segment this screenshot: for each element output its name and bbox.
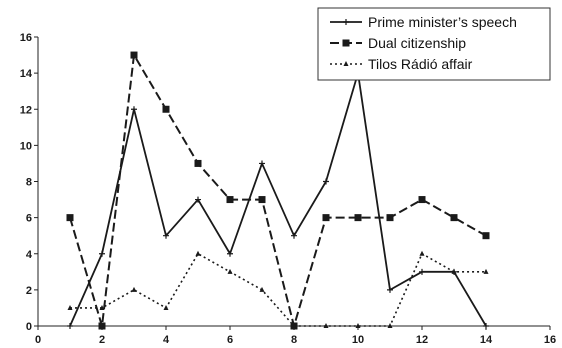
data-point: [194, 159, 202, 167]
series-line: [69, 54, 487, 327]
data-point: [354, 214, 362, 222]
series-2: [66, 51, 490, 330]
data-point: [387, 286, 393, 293]
x-tick-label: 0: [35, 334, 41, 346]
data-point: [131, 106, 137, 113]
legend-swatch-marker: [343, 19, 349, 25]
data-point: [195, 196, 201, 203]
series-3: [67, 250, 489, 328]
data-point: [291, 323, 297, 328]
data-point: [163, 304, 169, 310]
data-point: [419, 268, 425, 275]
data-point: [323, 178, 329, 185]
data-point: [227, 268, 233, 274]
data-point: [482, 232, 490, 240]
x-tick-label: 6: [227, 334, 233, 346]
x-tick-label: 10: [352, 334, 364, 346]
data-point: [131, 286, 137, 292]
y-tick-label: 0: [26, 321, 32, 333]
legend-entry: Tilos Rádió affair: [368, 56, 473, 72]
data-point: [162, 105, 170, 113]
y-tick-label: 6: [26, 213, 32, 225]
data-point: [67, 304, 73, 310]
data-point: [98, 322, 106, 330]
x-tick-label: 8: [291, 334, 297, 346]
data-point: [483, 323, 489, 329]
x-tick-label: 4: [163, 334, 170, 346]
axes: 0 2 4 6 8 10 12 14 16 0 2 4 6 8 10 12 14 16: [20, 32, 556, 346]
data-point: [483, 268, 489, 274]
legend-entry: Dual citizenship: [368, 35, 466, 51]
data-point: [322, 214, 330, 222]
data-point: [387, 323, 393, 328]
data-point: [226, 196, 234, 204]
data-point: [291, 232, 297, 239]
data-point: [323, 323, 329, 328]
series-line: [70, 252, 486, 327]
y-tick-label: 16: [20, 32, 32, 44]
legend-entry: Prime minister’s speech: [368, 14, 517, 30]
y-tick-label: 4: [26, 249, 33, 261]
data-point: [227, 250, 233, 257]
x-tick-label: 16: [544, 334, 556, 346]
data-point: [163, 232, 169, 239]
data-point: [259, 286, 265, 292]
y-tick-label: 14: [20, 68, 33, 80]
data-point: [419, 250, 425, 256]
series-lines: [66, 51, 490, 330]
legend-swatch-marker: [343, 61, 349, 66]
legend-swatch-marker: [342, 39, 350, 47]
data-point: [386, 214, 394, 222]
data-point: [130, 51, 138, 59]
data-point: [99, 250, 105, 257]
x-tick-label: 2: [99, 334, 105, 346]
data-point: [355, 323, 361, 328]
data-point: [451, 268, 457, 274]
data-point: [195, 250, 201, 256]
data-point: [66, 214, 74, 222]
data-point: [67, 323, 73, 329]
series-line: [69, 72, 487, 327]
data-point: [259, 160, 265, 167]
y-tick-label: 2: [26, 285, 32, 297]
x-tick-label: 12: [416, 334, 428, 346]
y-tick-label: 12: [20, 104, 32, 116]
data-point: [450, 214, 458, 222]
legend: Prime minister’s speech Dual citizenship T…: [317, 7, 551, 81]
data-point: [258, 196, 266, 204]
data-point: [99, 304, 105, 310]
x-tick-label: 14: [480, 334, 493, 346]
y-tick-label: 8: [26, 177, 32, 189]
data-point: [418, 196, 426, 204]
y-tick-label: 10: [20, 140, 32, 152]
series-1: [67, 70, 489, 329]
